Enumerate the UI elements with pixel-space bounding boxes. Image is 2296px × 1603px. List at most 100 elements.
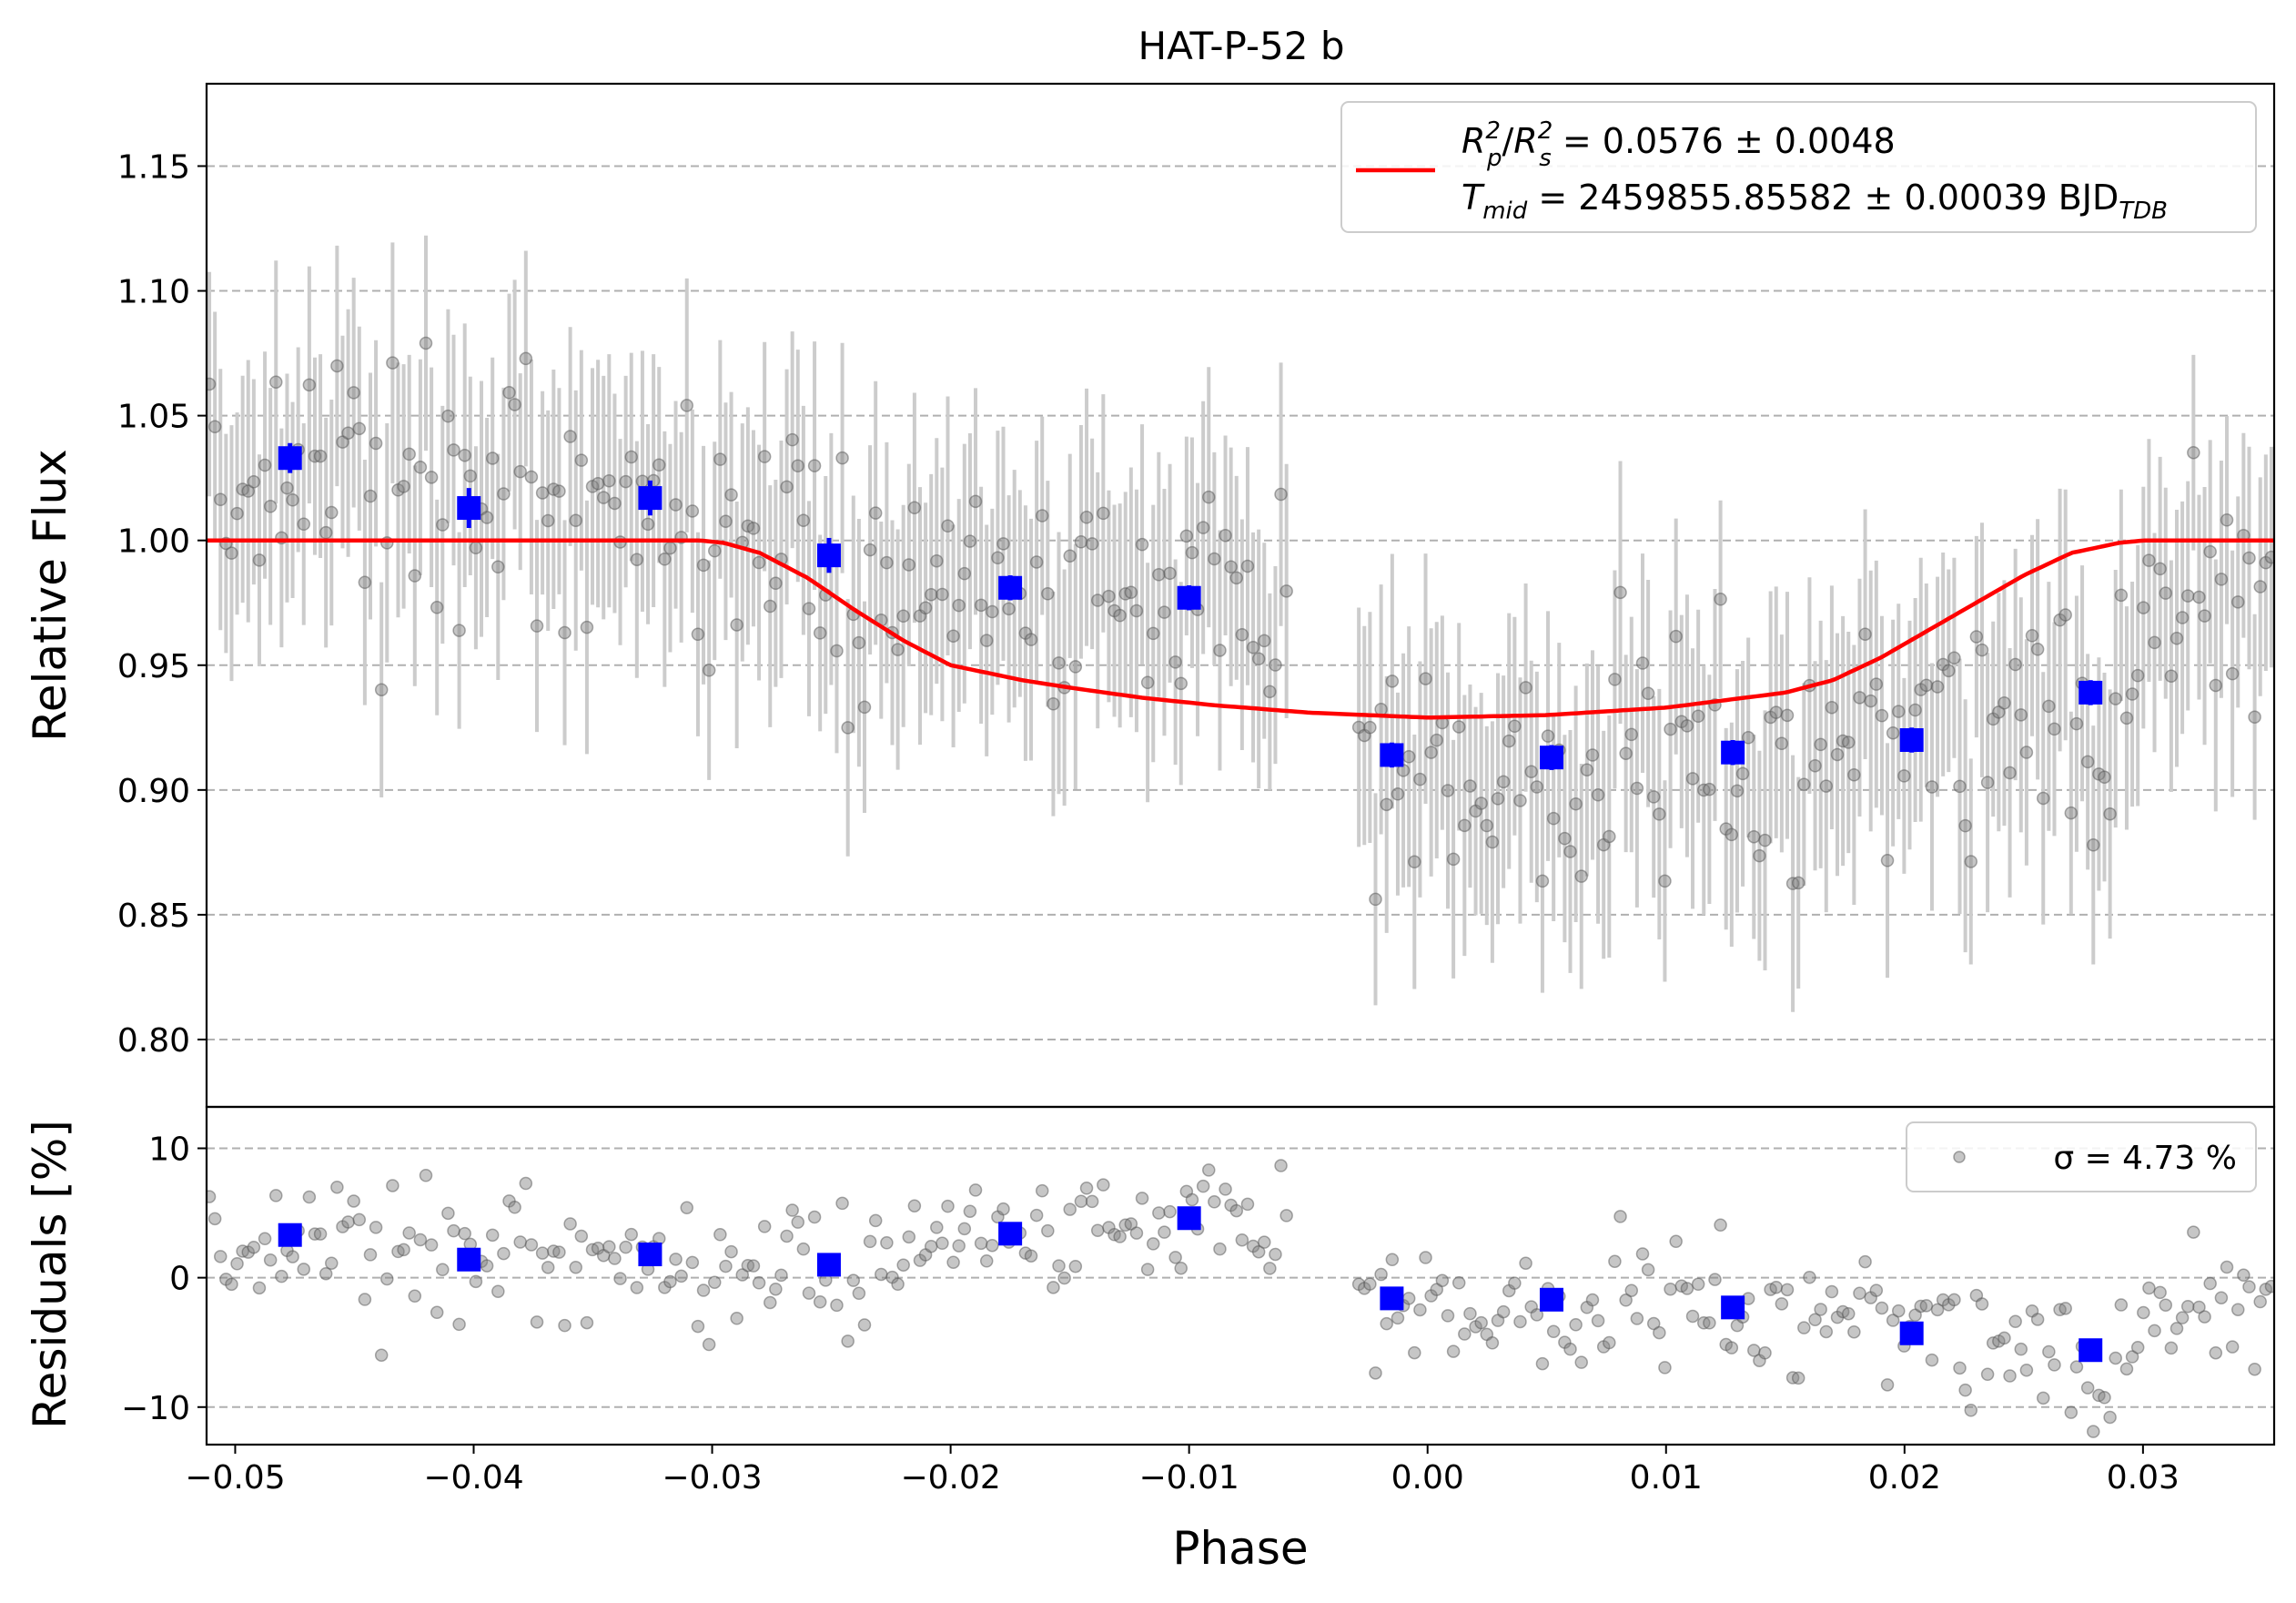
raw-point [2014, 708, 2028, 722]
raw-point [1769, 705, 1783, 719]
residual-point [524, 1238, 539, 1252]
residual-point [341, 1215, 355, 1229]
raw-point [1458, 818, 1472, 833]
residual-point [1446, 1344, 1461, 1358]
residual-point [1129, 1226, 1144, 1240]
raw-point [2164, 669, 2179, 683]
residual-point [713, 1228, 727, 1242]
raw-point [1446, 852, 1461, 867]
residual-point [669, 1253, 683, 1266]
residual-point [1485, 1336, 1500, 1350]
raw-point [524, 470, 539, 484]
residual-point [552, 1245, 566, 1259]
residual-point [2237, 1268, 2250, 1283]
raw-point [696, 558, 711, 573]
residual-point [325, 1256, 339, 1270]
raw-point [1830, 747, 1845, 762]
binned-residual-point [1721, 1295, 1745, 1320]
residual-point [1546, 1324, 1561, 1339]
residual-point [674, 1269, 688, 1283]
residual-point [2253, 1294, 2267, 1309]
residual-point [491, 1284, 505, 1298]
residual-point [1079, 1182, 1094, 1195]
binned-point [1899, 728, 1924, 753]
residual-point [2153, 1285, 2167, 1300]
raw-point [802, 602, 816, 615]
residual-point [1664, 1282, 1677, 1296]
residual-point [1658, 1361, 1672, 1375]
raw-point [2209, 678, 2223, 693]
residual-point [2114, 1298, 2129, 1312]
raw-point [2042, 699, 2056, 714]
residual-point [508, 1201, 521, 1214]
residual-point [1451, 1276, 1466, 1290]
residual-point [452, 1317, 466, 1332]
residual-point [1780, 1283, 1795, 1297]
raw-point [1002, 602, 1016, 616]
residual-point [1435, 1273, 1450, 1288]
residual-point [1624, 1283, 1639, 1297]
residual-point [1135, 1192, 1149, 1205]
residual-point [807, 1210, 822, 1224]
residual-point [2008, 1314, 2022, 1328]
binned-residual-point [1380, 1286, 1404, 1311]
raw-point [658, 553, 672, 566]
residual-point [2019, 1363, 2034, 1377]
raw-point [1441, 784, 1455, 797]
binned-point [638, 486, 663, 511]
x-tick-label: −0.05 [185, 1459, 285, 1496]
raw-point [857, 700, 872, 715]
residual-point [952, 1239, 966, 1253]
residual-point [352, 1212, 367, 1227]
binned-residual-point [816, 1253, 841, 1277]
residual-point [1608, 1254, 1622, 1268]
raw-point [1024, 633, 1038, 646]
x-tick-label: 0.03 [2107, 1459, 2180, 1496]
raw-point [1063, 549, 1077, 563]
residual-point [297, 1263, 311, 1276]
residual-point [891, 1277, 905, 1292]
residual-point [2242, 1280, 2256, 1294]
raw-point [1653, 807, 1666, 821]
raw-point [1129, 604, 1144, 618]
x-axis-label: Phase [1172, 1522, 1308, 1575]
raw-point [863, 543, 877, 557]
residual-point [1240, 1197, 1255, 1212]
residual-point [875, 1267, 888, 1282]
residual-point [963, 1204, 977, 1218]
raw-point [1369, 892, 1382, 907]
residual-point [413, 1233, 428, 1247]
raw-point [691, 627, 705, 642]
residual-point [1919, 1299, 1934, 1313]
raw-point [724, 488, 738, 502]
residual-point [2098, 1391, 2111, 1405]
raw-point [936, 587, 949, 602]
residual-point [535, 1246, 550, 1260]
residual-point [780, 1229, 794, 1243]
light-curve-y-ticks: 0.80 0.85 0.90 0.95 1.00 1.05 1.10 1.15 [117, 148, 207, 1060]
raw-point [2025, 629, 2039, 643]
light-curve-legend: R2 p/R2 s = 0.0576 ± 0.0048 Tmid = 2459855… [1340, 101, 2257, 233]
raw-point [1580, 763, 1594, 776]
residual-point [1591, 1314, 1605, 1328]
raw-point [702, 664, 716, 677]
raw-point [907, 501, 922, 515]
raw-point [513, 464, 527, 479]
residual-point [408, 1289, 422, 1304]
raw-point [2159, 586, 2173, 600]
residual-point [1680, 1282, 1694, 1295]
residual-point [447, 1223, 460, 1238]
raw-point [269, 375, 283, 389]
raw-point [680, 399, 693, 412]
raw-point [1530, 780, 1544, 794]
residual-point [1880, 1378, 1895, 1392]
residual-point [1063, 1202, 1077, 1216]
raw-point [635, 474, 650, 488]
residual-point [1047, 1281, 1060, 1294]
raw-point [796, 513, 811, 527]
residual-point [1513, 1314, 1527, 1329]
raw-point [941, 519, 955, 533]
raw-point [1875, 708, 1889, 723]
raw-point [1558, 831, 1572, 846]
residual-point [2087, 1425, 2100, 1438]
